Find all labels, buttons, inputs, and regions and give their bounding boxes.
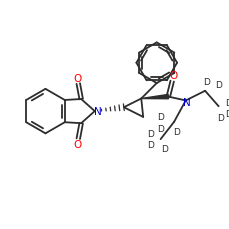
Text: D: D	[160, 145, 167, 154]
Text: D: D	[147, 141, 154, 150]
Text: D: D	[156, 113, 163, 122]
Polygon shape	[141, 95, 168, 99]
Text: O: O	[73, 140, 81, 150]
Text: D: D	[224, 98, 229, 107]
Text: D: D	[156, 125, 163, 134]
Text: D: D	[214, 81, 221, 90]
Text: N: N	[93, 107, 101, 117]
Text: O: O	[168, 71, 177, 81]
Text: O: O	[73, 74, 81, 83]
Text: N: N	[182, 98, 190, 108]
Text: D: D	[172, 127, 179, 136]
Text: D: D	[216, 114, 223, 123]
Text: D: D	[203, 77, 210, 86]
Text: D: D	[224, 110, 229, 119]
Text: D: D	[147, 129, 154, 138]
